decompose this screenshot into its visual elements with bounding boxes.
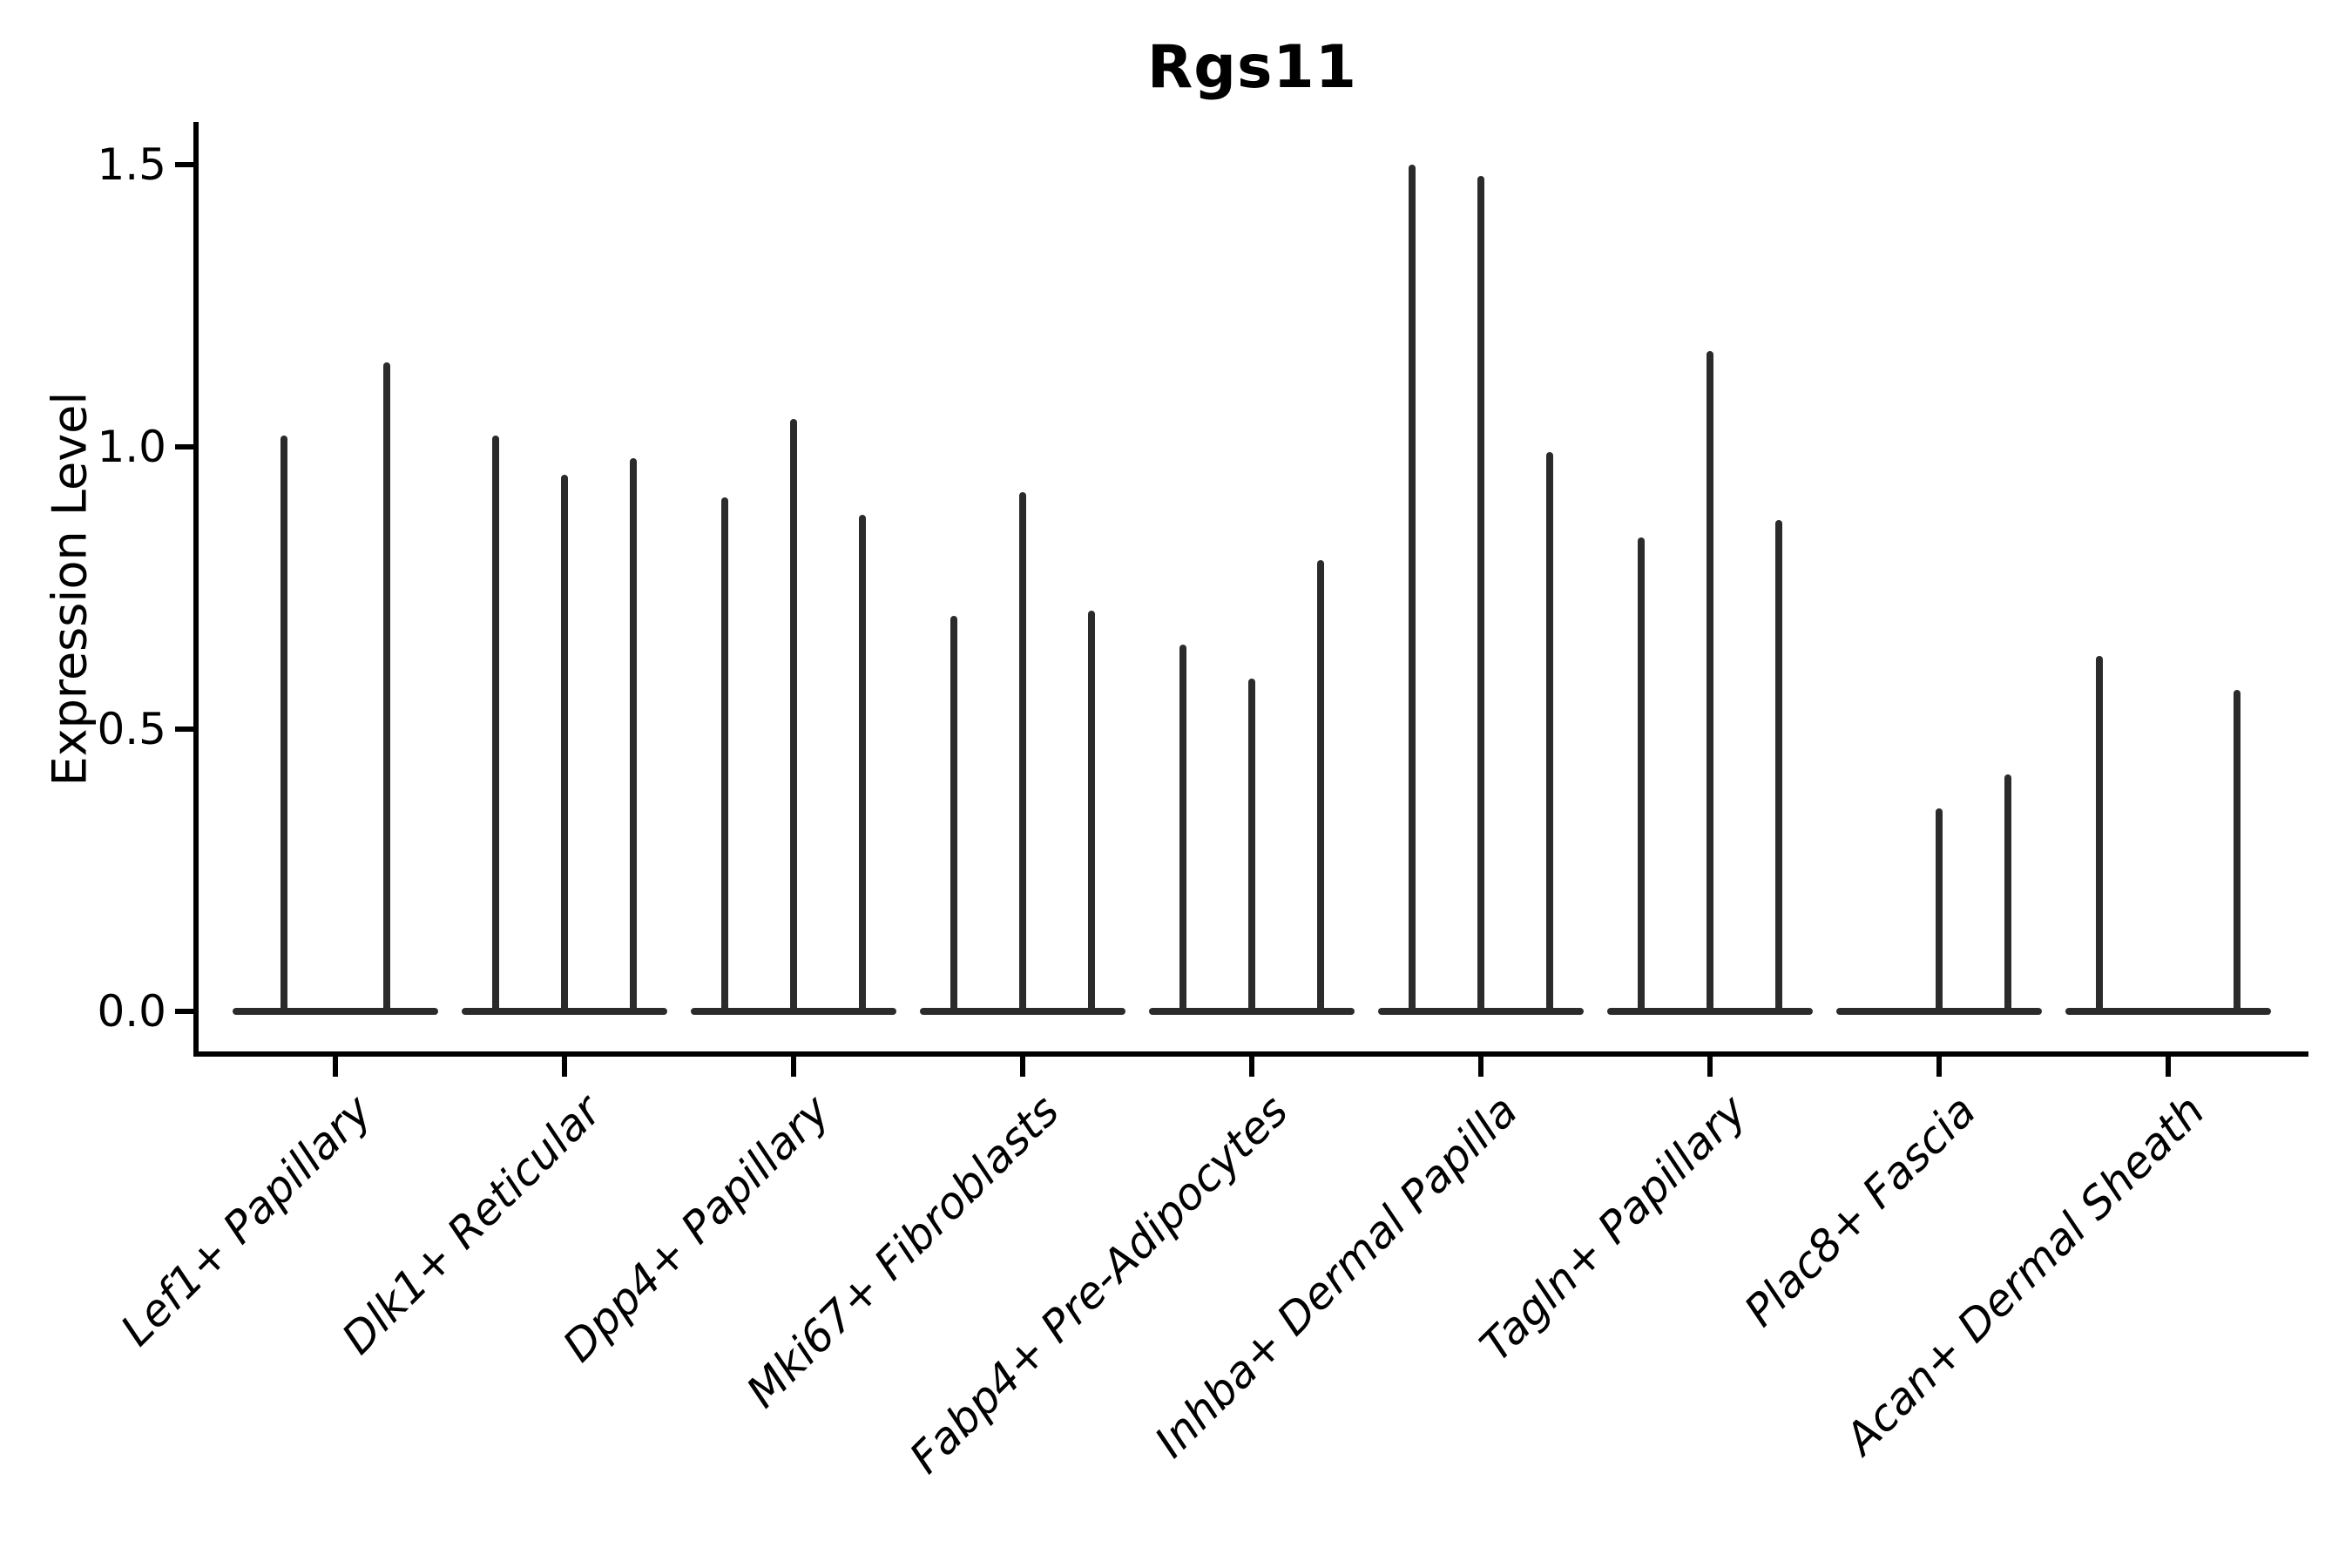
violin-spike [1317, 560, 1324, 1011]
violin-spike [1248, 679, 1255, 1011]
y-tick-label: 0.0 [97, 986, 166, 1037]
y-tick-mark [175, 1009, 196, 1014]
x-tick-mark [1707, 1054, 1713, 1077]
violin-spike [790, 419, 797, 1011]
x-tick-mark [2166, 1054, 2171, 1077]
violin-spike [1477, 176, 1484, 1011]
violin-spike [1409, 165, 1416, 1011]
violin-baseline [1149, 1008, 1355, 1015]
violin-spike [280, 436, 287, 1011]
x-tick-mark [333, 1054, 338, 1077]
violin-baseline [462, 1008, 667, 1015]
violin-spike [1088, 611, 1095, 1011]
y-tick-mark [175, 162, 196, 167]
violin-spike [2004, 774, 2011, 1011]
x-tick-mark [1478, 1054, 1484, 1077]
y-tick-mark [175, 727, 196, 732]
violin-spike [1179, 645, 1186, 1011]
violin-spike [492, 436, 499, 1011]
violin-spike [630, 458, 637, 1011]
violin-spike [1775, 520, 1782, 1011]
violin-baseline [2065, 1008, 2271, 1015]
violin-baseline [233, 1008, 438, 1015]
x-tick-mark [562, 1054, 567, 1077]
violin-baseline [920, 1008, 1125, 1015]
violin-baseline [691, 1008, 896, 1015]
y-tick-mark [175, 444, 196, 449]
y-tick-label: 1.0 [97, 422, 166, 472]
x-tick-mark [1936, 1054, 1942, 1077]
violin-spike [2096, 656, 2103, 1011]
violin-spike [950, 616, 957, 1011]
violin-spike [859, 515, 866, 1011]
violin-spike [2234, 690, 2240, 1011]
x-tick-mark [1249, 1054, 1254, 1077]
violin-spike [383, 362, 390, 1011]
x-tick-label: Fabp4+ Pre-Adipocytes [900, 1085, 1299, 1484]
y-axis-label: Expression Level [42, 391, 98, 787]
y-axis-spine [193, 122, 199, 1057]
x-tick-mark [791, 1054, 796, 1077]
x-tick-label: Plac8+ Fascia [1734, 1085, 1986, 1336]
y-tick-label: 0.5 [97, 704, 166, 754]
violin-baseline [1378, 1008, 1584, 1015]
x-tick-label: Inhba+ Dermal Papilla [1145, 1085, 1528, 1468]
violin-spike [1936, 808, 1943, 1011]
x-tick-label: Lef1+ Papillary [111, 1085, 382, 1356]
violin-spike [1638, 537, 1645, 1011]
violin-spike [1546, 452, 1553, 1011]
violin-spike [1019, 492, 1026, 1011]
violin-spike [721, 497, 728, 1011]
violin-baseline [1836, 1008, 2042, 1015]
violin-baseline [1607, 1008, 1813, 1015]
violin-spike [561, 475, 568, 1011]
chart-title: Rgs11 [1146, 33, 1358, 102]
y-tick-label: 1.5 [97, 139, 166, 190]
x-tick-mark [1020, 1054, 1025, 1077]
violin-spike [1707, 351, 1713, 1011]
